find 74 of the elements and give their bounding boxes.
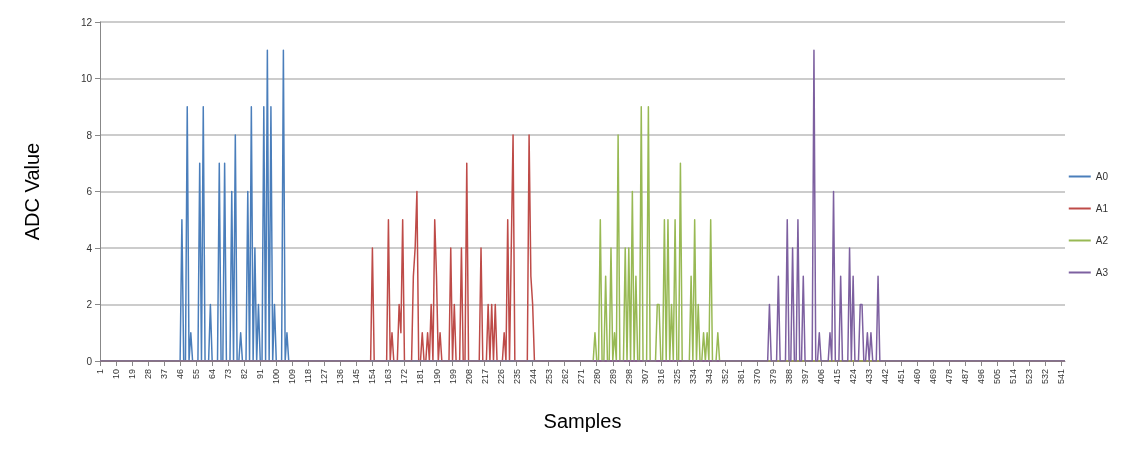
x-tick-label: 154 — [367, 369, 378, 385]
x-tick-label: 190 — [431, 369, 442, 385]
x-tick-label: 334 — [687, 369, 698, 385]
x-tick-label: 433 — [864, 369, 875, 385]
x-tick-label: 505 — [992, 369, 1003, 385]
x-tick-label: 253 — [543, 369, 554, 385]
y-tick-label: 10 — [80, 73, 93, 84]
x-tick-label: 91 — [255, 369, 266, 380]
x-tick-label: 181 — [415, 369, 426, 385]
x-tick-label: 361 — [735, 369, 746, 385]
y-tick-label: 8 — [86, 129, 93, 141]
x-tick-label: 217 — [479, 369, 490, 385]
x-tick-label: 244 — [527, 369, 538, 385]
x-tick-label: 145 — [351, 369, 362, 385]
x-tick-label: 64 — [207, 369, 218, 380]
y-tick-label: 12 — [80, 16, 93, 28]
x-tick-label: 442 — [880, 369, 891, 385]
x-tick-label: 262 — [559, 369, 570, 385]
x-tick-label: 28 — [143, 369, 154, 380]
x-tick-label: 199 — [447, 369, 458, 385]
x-tick-label: 343 — [703, 369, 714, 385]
x-tick-label: 55 — [191, 369, 202, 380]
x-tick-label: 379 — [768, 369, 779, 385]
x-tick-label: 478 — [944, 369, 955, 385]
legend-label: A2 — [1095, 235, 1109, 246]
x-tick-label: 307 — [639, 369, 650, 385]
x-tick-label: 127 — [319, 369, 330, 385]
x-tick-label: 316 — [655, 369, 666, 385]
x-tick-label: 523 — [1024, 369, 1035, 385]
x-tick-label: 100 — [271, 369, 282, 385]
x-tick-label: 136 — [335, 369, 346, 385]
x-tick-label: 469 — [928, 369, 939, 385]
x-tick-label: 37 — [159, 369, 170, 380]
x-tick-label: 397 — [800, 369, 811, 385]
y-axis-title: ADC Value — [21, 142, 43, 241]
x-tick-label: 388 — [784, 369, 795, 385]
x-tick-label: 271 — [575, 369, 586, 385]
x-tick-label: 289 — [607, 369, 618, 385]
x-tick-label: 235 — [511, 369, 522, 385]
x-tick-label: 208 — [463, 369, 474, 385]
x-tick-label: 541 — [1056, 369, 1067, 385]
x-tick-label: 163 — [383, 369, 394, 385]
x-tick-label: 460 — [912, 369, 923, 385]
x-tick-label: 280 — [591, 369, 602, 385]
x-tick-label: 406 — [816, 369, 827, 385]
x-tick-label: 451 — [896, 369, 907, 385]
y-tick-label: 6 — [86, 186, 93, 197]
x-tick-label: 46 — [175, 369, 186, 380]
x-tick-label: 172 — [399, 369, 410, 385]
x-tick-label: 298 — [623, 369, 634, 385]
x-tick-label: 370 — [751, 369, 762, 385]
x-tick-label: 10 — [111, 369, 122, 380]
x-tick-label: 82 — [239, 369, 250, 380]
y-tick-label: 2 — [86, 299, 93, 310]
x-tick-label: 424 — [848, 369, 859, 385]
x-tick-label: 415 — [832, 369, 843, 385]
x-tick-label: 496 — [976, 369, 987, 385]
x-tick-label: 226 — [495, 369, 506, 385]
x-tick-label: 73 — [223, 369, 234, 380]
legend-label: A1 — [1095, 203, 1109, 214]
y-tick-label: 0 — [86, 355, 93, 367]
x-tick-label: 514 — [1008, 369, 1019, 385]
x-tick-label: 352 — [719, 369, 730, 385]
x-tick-label: 487 — [960, 369, 971, 385]
x-tick-label: 109 — [287, 369, 298, 385]
x-tick-label: 19 — [127, 369, 138, 380]
x-tick-label: 118 — [303, 369, 314, 384]
x-tick-label: 325 — [671, 369, 682, 385]
x-tick-label: 1 — [95, 369, 105, 375]
legend-label: A3 — [1095, 267, 1109, 278]
y-tick-label: 4 — [86, 242, 93, 254]
x-axis-title: Samples — [543, 410, 622, 432]
legend-label: A0 — [1095, 171, 1109, 182]
x-tick-label: 532 — [1040, 369, 1051, 385]
